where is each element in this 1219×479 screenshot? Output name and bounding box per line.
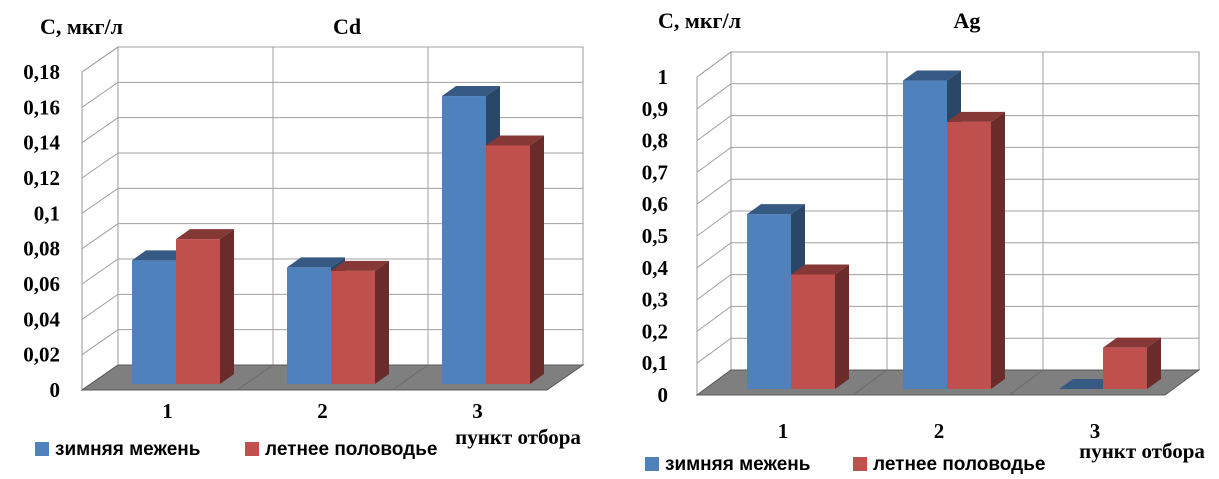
y-tick-label: 1 — [658, 65, 669, 89]
x-category-label: 3 — [472, 399, 483, 423]
y-tick-label: 0,06 — [23, 272, 60, 296]
bar-top — [947, 111, 1005, 122]
floor-divider — [1008, 369, 1044, 396]
y-tick-label: 0,08 — [23, 237, 60, 261]
bar — [442, 86, 500, 385]
y-tick-label: 0,18 — [23, 60, 60, 84]
bar-top — [747, 204, 805, 215]
bar-side — [220, 229, 234, 384]
y-tick-label: 0,1 — [34, 201, 60, 225]
y-tick-label: 0,16 — [23, 95, 60, 119]
y-tick-label: 0,6 — [642, 192, 668, 216]
bar — [176, 229, 234, 384]
y-tick-label: 0,9 — [642, 97, 668, 121]
ag-chart: 0 0,1 0,2 0,3 0,4 0,5 0,6 0,7 0,8 0,9 1 1 2 3 Ag С, мкг… — [642, 8, 1206, 475]
x-category-label: 3 — [1090, 419, 1101, 443]
bar-top — [442, 86, 500, 97]
bar — [1059, 379, 1117, 389]
bar-front — [287, 267, 331, 384]
y-axis-label: С, мкг/л — [658, 8, 741, 33]
bar-front — [791, 274, 835, 389]
ag-chart-panel: 0 0,1 0,2 0,3 0,4 0,5 0,6 0,7 0,8 0,9 1 1 2 3 Ag С, мкг… — [610, 0, 1219, 479]
bar-side — [835, 264, 849, 389]
x-category-label: 2 — [317, 399, 328, 423]
bar-front — [747, 214, 791, 389]
bar-top — [132, 250, 190, 261]
legend-label: летнее половодье — [265, 439, 437, 460]
y-tick-label: 0,12 — [23, 166, 60, 190]
bar-front — [486, 145, 530, 384]
legend-label: зимняя межень — [55, 439, 200, 460]
bar — [947, 111, 1005, 389]
legend-swatch — [35, 442, 49, 456]
y-tick-label: 0,2 — [642, 319, 668, 343]
floor-divider — [391, 364, 429, 391]
bar-top — [287, 257, 345, 268]
bar-front — [176, 239, 220, 384]
bar-front — [331, 270, 375, 384]
legend-swatch — [645, 457, 659, 471]
bar — [486, 135, 544, 384]
y-tick-label: 0,4 — [642, 256, 669, 280]
y-tick-label: 0 — [658, 383, 669, 407]
y-axis-label: С, мкг/л — [40, 14, 123, 39]
chart-title: Ag — [954, 8, 981, 33]
bar-front — [947, 121, 991, 389]
plot-side-wall — [81, 46, 119, 391]
bar-side — [530, 135, 544, 384]
cd-chart: 0 0,02 0,04 0,06 0,08 0,1 0,12 0,14 0,16 0,18 1 2 3 C… — [23, 14, 585, 460]
bar-top — [331, 260, 389, 271]
bar-top — [176, 229, 234, 240]
bar-side — [375, 260, 389, 384]
bar-front — [903, 80, 947, 389]
y-tick-label: 0 — [50, 378, 61, 402]
bar-side — [991, 111, 1005, 389]
bar-top — [486, 135, 544, 146]
bar — [331, 260, 389, 384]
bar-front — [1103, 347, 1147, 389]
y-tick-label: 0,8 — [642, 129, 668, 153]
x-axis-label: пункт отбора — [455, 425, 581, 449]
y-tick-label: 0,04 — [23, 307, 60, 331]
y-tick-label: 0,14 — [23, 131, 60, 155]
y-tick-label: 0,1 — [642, 351, 668, 375]
x-category-label: 2 — [934, 419, 945, 443]
chart-title: Cd — [333, 14, 361, 39]
bar — [791, 264, 849, 389]
y-tick-label: 0,7 — [642, 160, 668, 184]
legend-label: зимняя межень — [665, 454, 810, 475]
bar-front — [132, 260, 176, 384]
bar-side — [1147, 337, 1161, 389]
legend-swatch — [853, 457, 867, 471]
bar-top — [1103, 337, 1161, 348]
y-tick-label: 0,5 — [642, 224, 668, 248]
x-category-label: 1 — [778, 419, 789, 443]
y-tick-label: 0,3 — [642, 288, 668, 312]
bar-front — [442, 96, 486, 385]
x-axis-label: пункт отбора — [1079, 439, 1205, 463]
legend-label: летнее половодье — [873, 454, 1045, 475]
cd-chart-panel: 0 0,02 0,04 0,06 0,08 0,1 0,12 0,14 0,16 0,18 1 2 3 C… — [0, 0, 600, 479]
y-tick-label: 0,02 — [23, 343, 60, 367]
floor-divider — [236, 364, 274, 391]
bar-top — [903, 70, 961, 81]
bar — [1103, 337, 1161, 389]
x-category-label: 1 — [162, 399, 173, 423]
legend-swatch — [245, 442, 259, 456]
bar-top — [1059, 379, 1117, 389]
bar-top — [791, 264, 849, 275]
floor-divider — [852, 369, 888, 396]
